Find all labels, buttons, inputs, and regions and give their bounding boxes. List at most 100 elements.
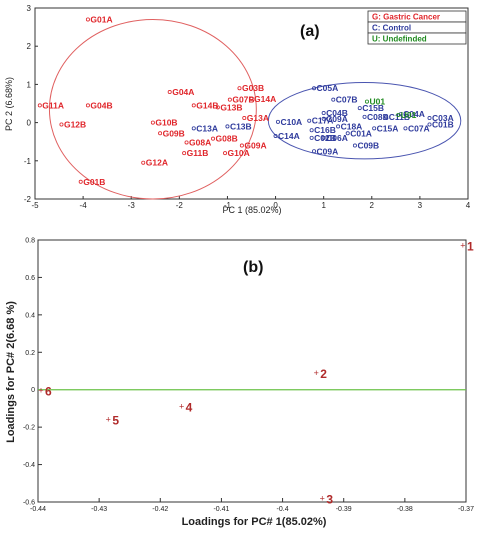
b-points: +1+ 2+ 3+ 4+ 5+ 6 bbox=[38, 240, 474, 507]
loading-label-5: 5 bbox=[112, 414, 119, 428]
point-label-c16b: C16B bbox=[314, 125, 336, 135]
plot-area-b bbox=[37, 239, 467, 503]
point-g04b bbox=[85, 103, 90, 108]
point-label-g03b: G03B bbox=[242, 83, 264, 93]
point-c08b bbox=[362, 114, 367, 119]
point-g14a bbox=[249, 96, 254, 101]
loading-label-4: 4 bbox=[186, 401, 193, 415]
a-xtick-label: 4 bbox=[466, 201, 471, 210]
legend-entry: U: Undefinded bbox=[372, 35, 427, 44]
point-label-g10a: G10A bbox=[228, 148, 250, 158]
point-label-c17a: C17A bbox=[312, 116, 334, 126]
b-xlabel: Loadings for PC# 1(85.02%) bbox=[182, 516, 327, 528]
panel-b-label: (b) bbox=[243, 259, 263, 276]
point-c16b bbox=[309, 128, 314, 133]
a-ytick-label: -2 bbox=[24, 195, 32, 204]
b-ytick-label: -0.2 bbox=[23, 425, 35, 432]
point-label-g12b: G12B bbox=[64, 120, 86, 130]
point-g14b bbox=[191, 103, 196, 108]
point-label-c18a: C18A bbox=[341, 121, 363, 131]
point-label-g14b: G14B bbox=[196, 100, 218, 110]
panel-b: -0.44 -0.43 -0.42 -0.41 -0.4 -0.39 -0.38 -0.37-… bbox=[5, 238, 474, 529]
a-xtick-label: 1 bbox=[321, 201, 326, 210]
point-c01b bbox=[427, 122, 432, 127]
loading-label-1: 1 bbox=[467, 240, 474, 254]
panel-a-label: (a) bbox=[300, 23, 320, 40]
loading-marker-5: + bbox=[106, 415, 111, 425]
point-c11b bbox=[384, 114, 389, 119]
point-label-c03a: C03A bbox=[432, 113, 454, 123]
point-c02b bbox=[309, 135, 314, 140]
point-label-c13b: C13B bbox=[230, 121, 252, 131]
a-axes: -5 -4 -3 -2 -1 0 1 2 3 4 -2 -1 0 1 2 3 bbox=[24, 4, 471, 210]
point-label-g13a: G13A bbox=[247, 113, 269, 123]
point-label-g11b: G11B bbox=[187, 148, 209, 158]
a-xtick-label: 3 bbox=[418, 201, 423, 210]
b-ytick-label: 0.8 bbox=[25, 238, 35, 245]
point-c09a bbox=[321, 116, 326, 121]
loading-label-2: 2 bbox=[320, 367, 327, 381]
b-ytick-label: -0.4 bbox=[23, 462, 35, 469]
a-xtick-label: -3 bbox=[128, 201, 136, 210]
a-xtick-label: -4 bbox=[80, 201, 88, 210]
point-c18a bbox=[336, 124, 341, 129]
point-label-g09b: G09B bbox=[163, 128, 185, 138]
a-ytick-label: 3 bbox=[27, 4, 32, 13]
b-xtick-label: -0.41 bbox=[213, 506, 229, 513]
point-c01a bbox=[345, 131, 350, 136]
point-g09a bbox=[239, 143, 244, 148]
point-c07b bbox=[331, 97, 336, 102]
b-ytick-label: 0 bbox=[31, 387, 35, 394]
b-axes: -0.44 -0.43 -0.42 -0.41 -0.4 -0.39 -0.38 -0.37-… bbox=[23, 238, 474, 514]
point-label-c07a: C07A bbox=[408, 123, 430, 133]
b-ytick-label: 0.6 bbox=[25, 275, 35, 282]
point-c17a bbox=[307, 118, 312, 123]
legend-entry: G: Gastric Cancer bbox=[372, 13, 440, 22]
loading-marker-2: + bbox=[314, 368, 319, 378]
a-xtick-label: 0 bbox=[273, 201, 278, 210]
a-xtick-label: 2 bbox=[370, 201, 375, 210]
point-g03b bbox=[237, 86, 242, 91]
point-label-c05a: C05A bbox=[317, 83, 339, 93]
point-g01a bbox=[85, 17, 90, 22]
point-label-g10b: G10B bbox=[155, 118, 177, 128]
group-g-ellipse bbox=[48, 18, 257, 200]
point-u01 bbox=[396, 112, 401, 117]
point-g01b bbox=[78, 179, 83, 184]
a-ytick-label: 1 bbox=[27, 80, 32, 89]
point-c07a bbox=[403, 126, 408, 131]
a-ylabel: PC 2 (6.68%) bbox=[4, 77, 14, 131]
point-label-c04b: C04B bbox=[326, 108, 348, 118]
point-label-c13a: C13A bbox=[196, 123, 218, 133]
point-c10a bbox=[275, 119, 280, 124]
point-label-c15b: C15B bbox=[362, 103, 384, 113]
b-xtick-label: -0.43 bbox=[91, 506, 107, 513]
point-g10a bbox=[223, 151, 228, 156]
loading-label-6: 6 bbox=[45, 385, 52, 399]
point-g07b bbox=[227, 97, 232, 102]
loading-marker-1: + bbox=[460, 241, 465, 251]
point-label-c01b: C01B bbox=[432, 120, 454, 130]
loading-marker-6: + bbox=[38, 386, 43, 396]
a-ytick-label: 0 bbox=[27, 119, 32, 128]
a-ytick-label: 2 bbox=[27, 42, 32, 51]
group-c-ellipse bbox=[267, 81, 462, 160]
point-g08b bbox=[211, 136, 216, 141]
point-label-c08b: C08B bbox=[367, 112, 389, 122]
point-label-g04b: G04B bbox=[90, 100, 112, 110]
point-label-u01: U01 bbox=[369, 97, 385, 107]
point-label-u01: U01 bbox=[401, 110, 417, 120]
point-c09b bbox=[352, 143, 357, 148]
b-ytick-label: -0.6 bbox=[23, 500, 35, 507]
point-label-c11b: C11B bbox=[389, 112, 410, 122]
point-g08a bbox=[184, 140, 189, 145]
a-xlabel: PC 1 (85.02%) bbox=[222, 205, 281, 215]
point-c13b bbox=[225, 124, 230, 129]
point-label-g08b: G08B bbox=[216, 134, 238, 144]
point-label-c07b: C07B bbox=[336, 95, 358, 105]
b-xtick-label: -0.42 bbox=[152, 506, 168, 513]
b-xtick-label: -0.4 bbox=[277, 506, 289, 513]
point-c05a bbox=[312, 86, 317, 91]
